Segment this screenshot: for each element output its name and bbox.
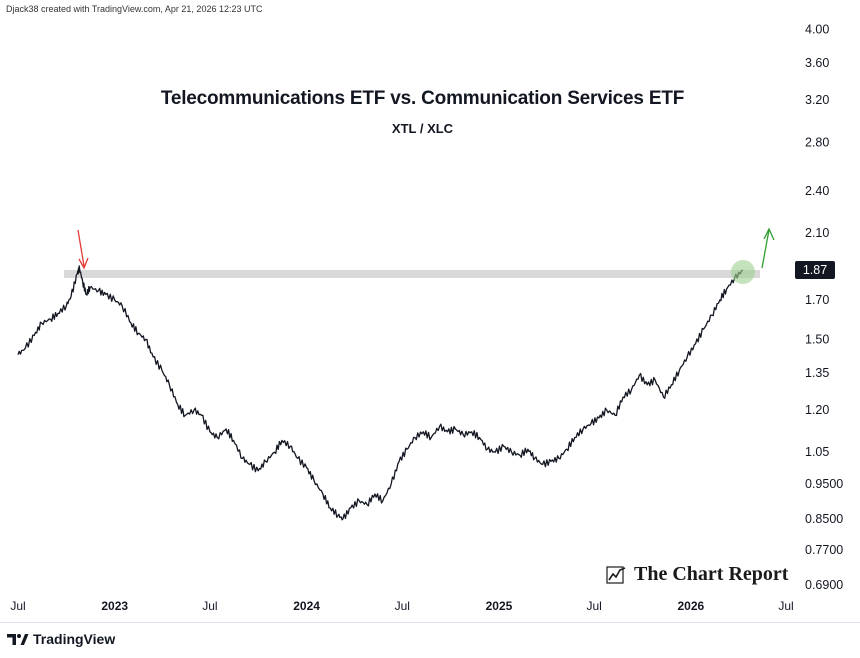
breakout-highlight (731, 260, 755, 284)
x-tick-month-label: Jul (202, 599, 217, 613)
tradingview-brand-text: TradingView (33, 631, 116, 647)
chart-report-watermark: The Chart Report (606, 563, 788, 586)
y-tick-label: 1.35 (805, 366, 829, 380)
tradingview-logo-icon (7, 634, 29, 645)
resistance-band (64, 270, 760, 278)
x-tick-month-label: Jul (10, 599, 25, 613)
y-tick-label: 1.50 (805, 333, 829, 347)
x-tick-year-label: 2024 (293, 599, 320, 613)
y-tick-label: 0.6900 (805, 578, 843, 592)
chart-credit: Djack38 created with TradingView.com, Ap… (6, 4, 263, 14)
tradingview-brand[interactable]: TradingView (7, 631, 115, 647)
y-tick-label: 4.00 (805, 23, 829, 37)
y-tick-label: 0.7700 (805, 543, 843, 557)
y-tick-label: 1.20 (805, 403, 829, 417)
footer-divider (0, 622, 860, 623)
x-tick-year-label: 2026 (678, 599, 705, 613)
x-tick-month-label: Jul (395, 599, 410, 613)
y-tick-label: 1.70 (805, 293, 829, 307)
peak-arrow-icon (77, 229, 89, 270)
x-axis: Jul 2023 Jul 2024 Jul 2025 Jul 2026 Jul (10, 599, 793, 613)
chart-report-logo-icon (606, 565, 626, 584)
y-tick-label: 3.60 (805, 56, 829, 70)
x-tick-month-label: Jul (778, 599, 793, 613)
series-line-xtl-xlc[interactable] (17, 265, 744, 521)
watermark-text: The Chart Report (634, 563, 789, 585)
x-tick-year-label: 2023 (101, 599, 128, 613)
y-tick-label: 3.20 (805, 93, 829, 107)
chart-title: Telecommunications ETF vs. Communication… (160, 88, 685, 109)
last-value-tag: 1.87 (795, 261, 835, 279)
y-axis: 4.00 3.60 3.20 2.80 2.40 2.10 1.70 1.50 1.35 1.20… (805, 23, 843, 592)
x-tick-month-label: Jul (586, 599, 601, 613)
y-tick-label: 1.05 (805, 445, 829, 459)
x-tick-year-label: 2025 (486, 599, 513, 613)
breakout-arrow-icon (761, 227, 775, 269)
y-tick-label: 2.40 (805, 184, 829, 198)
y-tick-label: 0.9500 (805, 477, 843, 491)
chart-subtitle: XTL / XLC (391, 121, 454, 136)
y-tick-label: 2.10 (805, 226, 829, 240)
y-tick-label: 2.80 (805, 135, 829, 149)
y-tick-label: 0.8500 (805, 512, 843, 526)
